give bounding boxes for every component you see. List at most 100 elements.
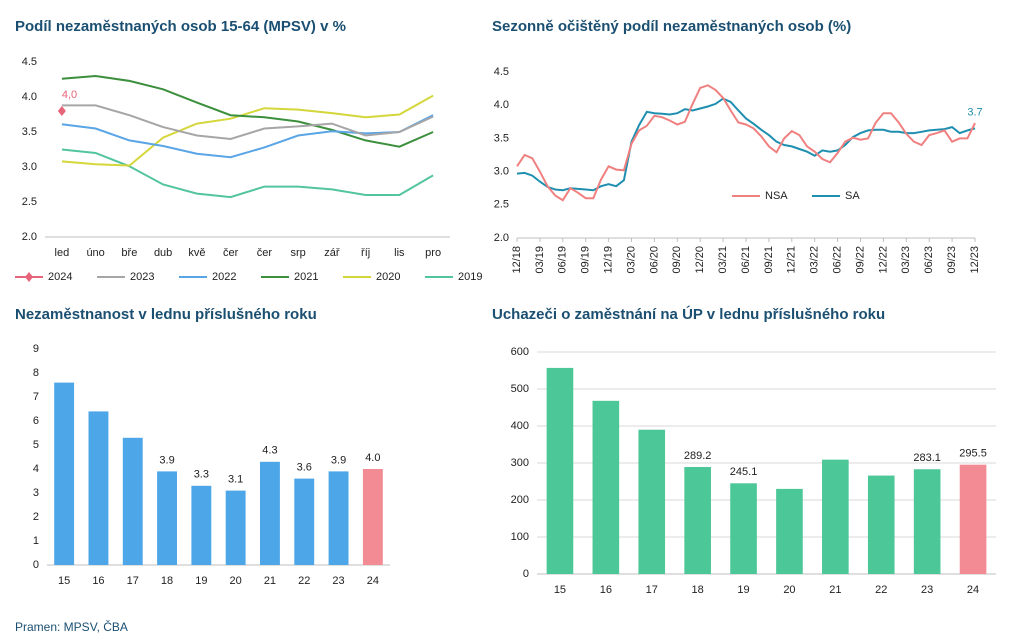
bar xyxy=(592,400,620,574)
x-tick-label: bře xyxy=(121,247,137,259)
x-tick-label: 20 xyxy=(230,575,242,587)
x-tick-label: 24 xyxy=(967,584,979,596)
y-tick-label: 3.5 xyxy=(494,132,509,144)
bar xyxy=(362,469,383,565)
value-label: 3.9 xyxy=(331,454,346,466)
x-tick-label: 23 xyxy=(921,584,933,596)
x-tick-label: 03/21 xyxy=(717,246,729,274)
bar xyxy=(225,490,246,565)
chart-title: Sezonně očištěný podíl nezaměstnaných os… xyxy=(492,18,851,35)
x-tick-label: 12/20 xyxy=(694,246,706,274)
series-line xyxy=(516,97,976,192)
x-tick-label: zář xyxy=(324,247,340,259)
y-tick-label: 100 xyxy=(511,531,529,543)
y-tick-label: 4.5 xyxy=(22,56,37,68)
x-tick-label: 18 xyxy=(161,575,173,587)
y-tick-label: 2.5 xyxy=(22,196,37,208)
bar xyxy=(776,488,803,574)
y-tick-label: 8 xyxy=(33,367,39,379)
series-line xyxy=(61,104,434,141)
x-tick-label: 17 xyxy=(127,575,139,587)
bar xyxy=(913,469,941,574)
x-tick-label: pro xyxy=(425,247,441,259)
x-tick-label: 19 xyxy=(195,575,207,587)
value-label: 283.1 xyxy=(913,452,941,464)
bar xyxy=(88,411,109,565)
y-tick-label: 4 xyxy=(33,463,39,475)
y-tick-label: 400 xyxy=(511,420,529,432)
x-tick-label: 23 xyxy=(332,575,344,587)
y-tick-label: 2.0 xyxy=(494,232,509,244)
x-tick-label: 09/21 xyxy=(763,246,775,274)
value-label: 295.5 xyxy=(959,448,987,460)
x-tick-label: 21 xyxy=(264,575,276,587)
y-tick-label: 300 xyxy=(511,457,529,469)
bar xyxy=(730,483,757,574)
y-tick-label: 5 xyxy=(33,439,39,451)
y-tick-label: 3.0 xyxy=(494,166,509,178)
x-tick-label: 06/21 xyxy=(740,246,752,274)
series-line xyxy=(61,74,434,148)
x-tick-label: 16 xyxy=(92,575,104,587)
y-tick-label: 1 xyxy=(33,535,39,547)
chart-title: Nezaměstnanost v lednu příslušného roku xyxy=(15,306,317,323)
legend-label: NSA xyxy=(765,190,788,202)
x-tick-label: 09/23 xyxy=(946,246,958,274)
y-tick-label: 2.5 xyxy=(494,199,509,211)
x-tick-label: 06/20 xyxy=(648,246,660,274)
bar xyxy=(191,485,212,565)
x-tick-label: 12/22 xyxy=(877,246,889,274)
x-tick-label: lis xyxy=(394,247,405,259)
y-tick-label: 3.0 xyxy=(22,161,37,173)
x-tick-label: 22 xyxy=(875,584,887,596)
value-label: 289.2 xyxy=(684,450,712,462)
x-tick-label: 03/23 xyxy=(900,246,912,274)
bar xyxy=(959,464,987,574)
y-tick-label: 4.5 xyxy=(494,66,509,78)
y-tick-label: 2.0 xyxy=(22,231,37,243)
x-tick-label: 15 xyxy=(554,584,566,596)
bar xyxy=(638,429,666,574)
series-line xyxy=(61,94,434,167)
y-tick-label: 2 xyxy=(33,511,39,523)
bar xyxy=(294,478,315,565)
x-tick-label: 03/22 xyxy=(809,246,821,274)
x-tick-label: čer xyxy=(223,247,239,259)
x-tick-label: dub xyxy=(154,247,172,259)
series-line xyxy=(516,84,976,202)
x-tick-label: 22 xyxy=(298,575,310,587)
x-tick-label: 06/19 xyxy=(557,246,569,274)
value-label: 3.9 xyxy=(159,454,174,466)
series-line xyxy=(61,148,434,199)
x-tick-label: 21 xyxy=(829,584,841,596)
x-tick-label: 03/19 xyxy=(534,246,546,274)
bar xyxy=(260,461,280,565)
bar xyxy=(54,382,75,565)
chart-title: Uchazeči o zaměstnání na ÚP v lednu přís… xyxy=(492,305,885,323)
x-tick-label: 20 xyxy=(783,584,795,596)
value-label: 3.1 xyxy=(228,474,243,486)
x-tick-label: říj xyxy=(361,247,370,259)
value-label: 245.1 xyxy=(730,466,758,478)
x-tick-label: 12/19 xyxy=(603,246,615,274)
y-tick-label: 0 xyxy=(33,559,39,571)
bar xyxy=(684,466,711,574)
y-tick-label: 3.5 xyxy=(22,126,37,138)
x-tick-label: 12/21 xyxy=(786,246,798,274)
x-tick-label: 06/23 xyxy=(923,246,935,274)
chart-title: Podíl nezaměstnaných osob 15-64 (MPSV) v… xyxy=(15,18,346,35)
x-tick-label: 09/19 xyxy=(580,246,592,274)
x-tick-label: srp xyxy=(290,247,305,259)
x-tick-label: 12/23 xyxy=(969,246,981,274)
x-tick-label: 16 xyxy=(600,584,612,596)
x-tick-label: 24 xyxy=(367,575,379,587)
legend-label: 2023 xyxy=(130,271,154,283)
x-tick-label: 18 xyxy=(692,584,704,596)
annotation: 4,0 xyxy=(62,89,77,101)
y-tick-label: 0 xyxy=(523,568,529,580)
x-tick-label: 15 xyxy=(58,575,70,587)
x-tick-label: 19 xyxy=(737,584,749,596)
y-tick-label: 4.0 xyxy=(22,91,37,103)
legend-label: 2024 xyxy=(48,271,72,283)
legend-label: SA xyxy=(845,190,860,202)
